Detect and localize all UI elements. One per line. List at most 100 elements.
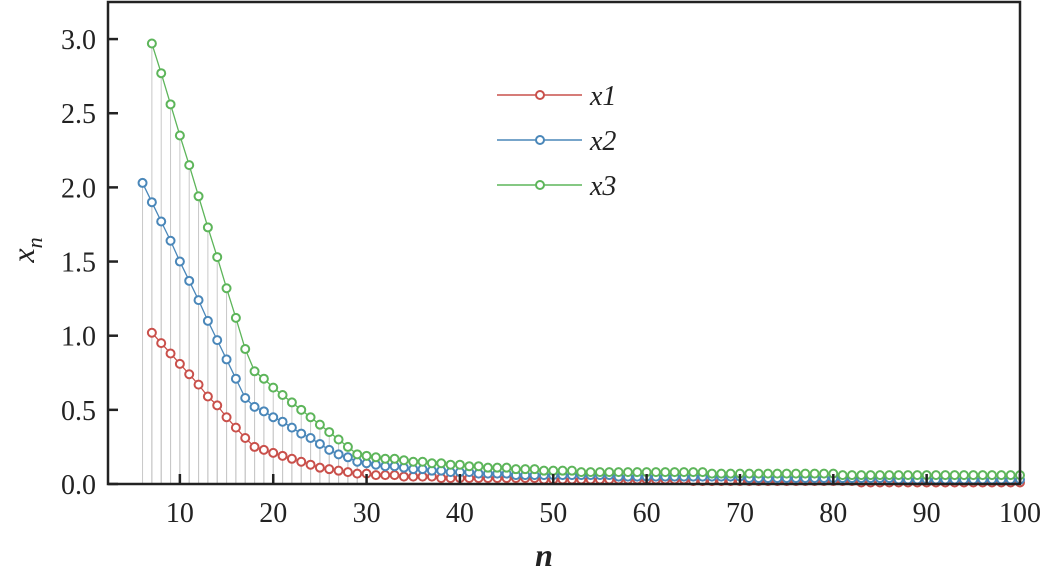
- data-point: [865, 470, 876, 481]
- data-point: [753, 468, 764, 479]
- data-point: [165, 235, 176, 246]
- data-point: [660, 467, 671, 478]
- data-point: [296, 428, 307, 439]
- data-point: [716, 468, 727, 479]
- legend-label: x1: [589, 81, 616, 112]
- y-tick-label: 2.0: [61, 173, 96, 204]
- y-tick-label: 0.0: [61, 470, 96, 501]
- data-point: [305, 459, 316, 470]
- data-point: [986, 470, 997, 481]
- data-point: [361, 450, 372, 461]
- data-point: [156, 338, 167, 349]
- data-point: [193, 379, 204, 390]
- x-tick-label: 80: [819, 498, 847, 529]
- data-point: [529, 464, 540, 475]
- data-point: [212, 400, 223, 411]
- x-axis-title: n: [535, 537, 553, 573]
- data-point: [688, 467, 699, 478]
- data-point: [781, 468, 792, 479]
- data-point: [996, 470, 1007, 481]
- data-point: [230, 373, 241, 384]
- x-tick-label: 10: [166, 498, 194, 529]
- data-point: [212, 252, 223, 263]
- data-point: [604, 467, 615, 478]
- data-point: [240, 344, 251, 355]
- data-point: [856, 470, 867, 481]
- data-point: [314, 419, 325, 430]
- data-point: [800, 468, 811, 479]
- data-point: [426, 458, 437, 469]
- data-point: [212, 335, 223, 346]
- data-point: [240, 433, 251, 444]
- data-point: [566, 465, 577, 476]
- drop-lines: [142, 43, 368, 484]
- data-point: [221, 283, 232, 294]
- data-point: [725, 468, 736, 479]
- data-point: [258, 406, 269, 417]
- data-point: [912, 470, 923, 481]
- data-point: [697, 467, 708, 478]
- data-point: [380, 453, 391, 464]
- legend-label: x2: [589, 126, 616, 157]
- data-point: [977, 470, 988, 481]
- y-tick-label: 1.0: [61, 322, 96, 353]
- data-point: [277, 390, 288, 401]
- x-axis: 10 20 30 40 50 60 70 80 90 100: [166, 474, 1041, 529]
- x-tick-label: 30: [353, 498, 381, 529]
- data-point: [202, 391, 213, 402]
- y-tick-label: 3.0: [61, 25, 96, 56]
- data-point: [342, 441, 353, 452]
- data-point: [352, 468, 363, 479]
- legend: x1 x2 x3: [497, 81, 616, 202]
- x-tick-label: 50: [539, 498, 567, 529]
- data-point: [174, 358, 185, 369]
- x-tick-label: 100: [999, 498, 1041, 529]
- data-point: [930, 470, 941, 481]
- y-tick-label: 2.5: [61, 99, 96, 130]
- data-point: [174, 130, 185, 141]
- data-point: [146, 38, 157, 49]
- data-point: [286, 453, 297, 464]
- y-axis: 0.0 0.5 1.0 1.5 2.0 2.5 3.0: [61, 25, 118, 501]
- data-point: [333, 449, 344, 460]
- data-point: [613, 467, 624, 478]
- data-point: [258, 444, 269, 455]
- data-point: [548, 465, 559, 476]
- data-point: [202, 315, 213, 326]
- data-point: [874, 470, 885, 481]
- data-point: [324, 464, 335, 475]
- data-point: [296, 404, 307, 415]
- series-x2: [137, 177, 1025, 485]
- data-point: [277, 450, 288, 461]
- data-point: [137, 177, 148, 188]
- data-point: [324, 444, 335, 455]
- series-layer: [137, 38, 1025, 488]
- data-point: [1005, 470, 1016, 481]
- data-point: [949, 470, 960, 481]
- data-point: [473, 461, 484, 472]
- data-point: [669, 467, 680, 478]
- data-point: [193, 191, 204, 202]
- x-tick-label: 90: [913, 498, 941, 529]
- data-point: [277, 416, 288, 427]
- data-point: [370, 452, 381, 463]
- x-tick-label: 40: [446, 498, 474, 529]
- data-point: [790, 468, 801, 479]
- data-point: [622, 467, 633, 478]
- data-point: [249, 366, 260, 377]
- x-tick-label: 60: [633, 498, 661, 529]
- data-point: [249, 401, 260, 412]
- data-point: [286, 397, 297, 408]
- data-point: [492, 462, 503, 473]
- data-point: [510, 464, 521, 475]
- data-point: [389, 470, 400, 481]
- data-point: [333, 465, 344, 476]
- data-point: [193, 295, 204, 306]
- data-point: [893, 470, 904, 481]
- data-point: [398, 455, 409, 466]
- data-point: [408, 456, 419, 467]
- data-point: [314, 438, 325, 449]
- data-point: [837, 470, 848, 481]
- data-point: [846, 470, 857, 481]
